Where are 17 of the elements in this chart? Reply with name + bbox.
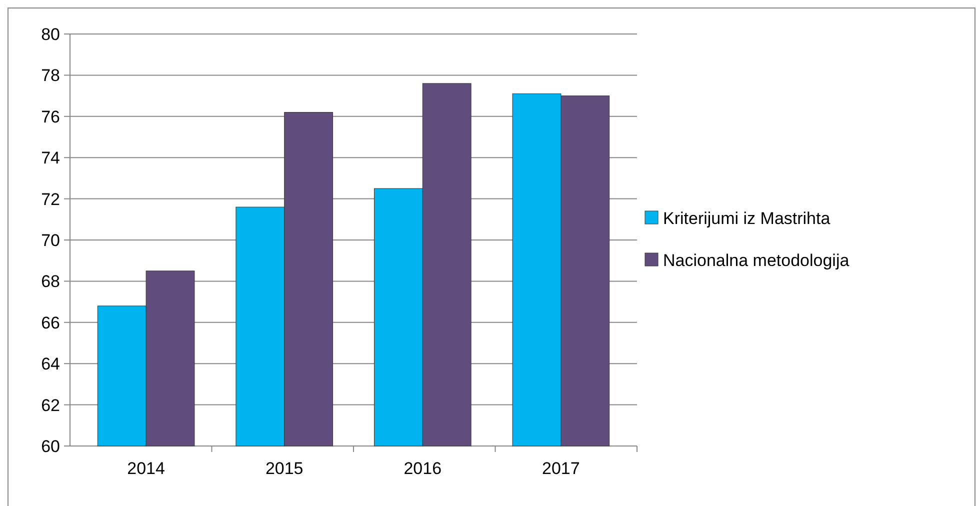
legend-label: Nacionalna metodologija (663, 250, 850, 270)
y-tick-label: 68 (41, 272, 60, 292)
x-tick-label: 2016 (404, 459, 442, 478)
y-tick-label: 64 (41, 354, 60, 374)
legend-label: Kriterijumi iz Mastrihta (663, 208, 831, 228)
y-tick-label: 76 (41, 107, 60, 126)
x-tick-label: 2014 (127, 459, 165, 478)
y-tick-label: 72 (41, 190, 60, 209)
y-tick-label: 66 (41, 313, 60, 332)
x-tick-label: 2015 (265, 459, 304, 478)
y-tick-label: 80 (41, 24, 60, 44)
y-tick-label: 78 (41, 66, 60, 86)
y-tick-label: 62 (41, 396, 60, 415)
y-tick-label: 70 (41, 230, 60, 250)
y-tick-label: 60 (41, 436, 60, 456)
y-tick-label: 74 (41, 148, 60, 168)
x-tick-label: 2017 (542, 459, 580, 478)
